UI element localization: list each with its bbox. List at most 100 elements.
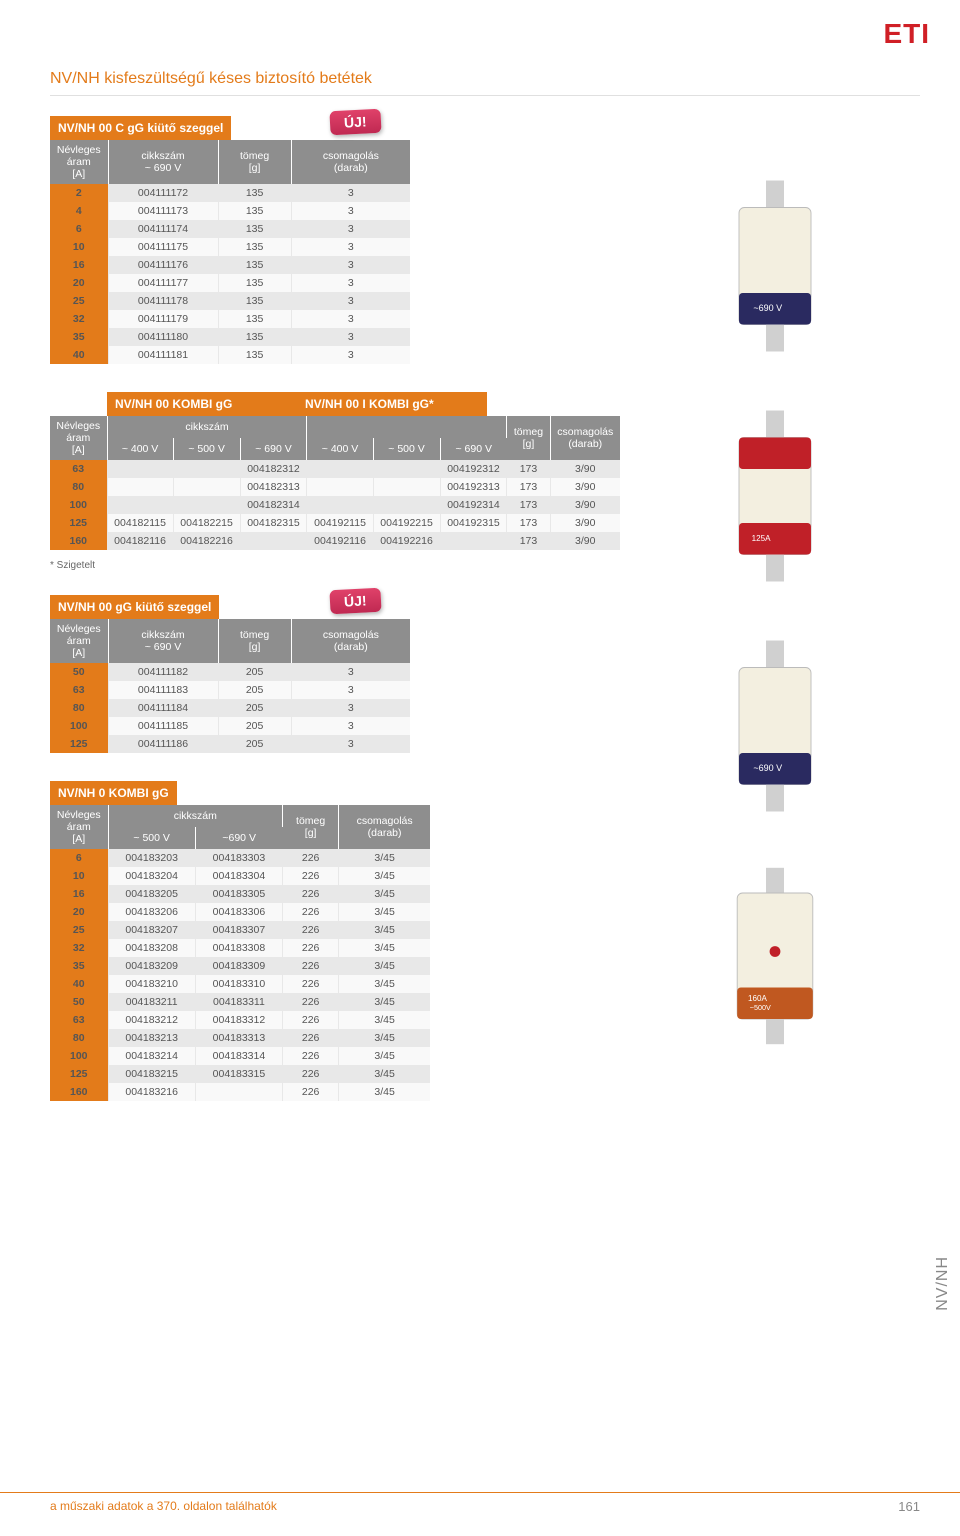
table-cell: 10 xyxy=(50,867,108,885)
table-cell: 80 xyxy=(50,478,107,496)
table-cell: 004183309 xyxy=(195,957,282,975)
table-cell: 004192313 xyxy=(440,478,507,496)
table-row: 800041832130041833132263/45 xyxy=(50,1029,430,1047)
table-cell xyxy=(373,496,440,514)
table-cell: 004182216 xyxy=(173,532,240,550)
table-row: 1000041111852053 xyxy=(50,717,410,735)
table-cell: 40 xyxy=(50,975,108,993)
table-cell: 226 xyxy=(283,993,339,1011)
table1: Névleges áram[A] cikkszám~ 690 V tömeg[g… xyxy=(50,140,410,364)
th: tömeg xyxy=(514,426,543,438)
th: ~690 V xyxy=(195,827,282,849)
th: Névleges áram xyxy=(57,809,101,833)
table-row: 400041832100041833102263/45 xyxy=(50,975,430,993)
table-cell: 3/90 xyxy=(550,514,620,532)
table-row: 1000041832140041833142263/45 xyxy=(50,1047,430,1065)
table-cell: 3 xyxy=(291,310,410,328)
table-cell xyxy=(307,460,373,478)
table-cell: 3 xyxy=(291,663,410,681)
table-cell: 16 xyxy=(50,256,108,274)
table-cell: 3/45 xyxy=(339,1011,430,1029)
svg-text:~690 V: ~690 V xyxy=(753,763,782,773)
footnote: * Szigetelt xyxy=(50,560,620,571)
table-cell: 226 xyxy=(283,1047,339,1065)
table-row: 500041111822053 xyxy=(50,663,410,681)
table-cell: 3/45 xyxy=(339,1029,430,1047)
table-cell: 004183304 xyxy=(195,867,282,885)
table-cell: 226 xyxy=(283,885,339,903)
table-row: 160041832050041833052263/45 xyxy=(50,885,430,903)
table-cell: 25 xyxy=(50,292,108,310)
table-cell: 205 xyxy=(218,717,291,735)
table-cell: 125 xyxy=(50,1065,108,1083)
table-cell: 160 xyxy=(50,1083,108,1101)
table-row: 100041832040041833042263/45 xyxy=(50,867,430,885)
table-cell: 004111173 xyxy=(108,202,218,220)
table-cell: 205 xyxy=(218,681,291,699)
table-cell: 135 xyxy=(218,328,291,346)
table-cell: 3/45 xyxy=(339,849,430,867)
table-cell: 226 xyxy=(283,849,339,867)
table3: Névleges áram[A] cikkszám~ 690 V tömeg[g… xyxy=(50,619,410,753)
table-cell: 205 xyxy=(218,663,291,681)
table-cell: 3/45 xyxy=(339,867,430,885)
table-cell: 226 xyxy=(283,921,339,939)
table-cell: 226 xyxy=(283,957,339,975)
table-cell: 004183215 xyxy=(108,1065,195,1083)
th: ~ 690 V xyxy=(440,438,507,460)
table-cell: 226 xyxy=(283,975,339,993)
table-cell: 004183203 xyxy=(108,849,195,867)
table-cell: 004183308 xyxy=(195,939,282,957)
table-cell: 004111183 xyxy=(108,681,218,699)
table-cell xyxy=(307,496,373,514)
table-cell xyxy=(440,532,507,550)
table2-wrap: NV/NH 00 KOMBI gG NV/NH 00 I KOMBI gG* N… xyxy=(50,392,620,550)
table-cell: 226 xyxy=(283,1083,339,1101)
table-cell: 3/45 xyxy=(339,1065,430,1083)
table-cell: 004183208 xyxy=(108,939,195,957)
table-cell: 80 xyxy=(50,699,108,717)
th: tömeg xyxy=(240,150,269,162)
table-cell: 50 xyxy=(50,663,108,681)
table-cell: 205 xyxy=(218,699,291,717)
table-cell: 004192116 xyxy=(307,532,373,550)
new-badge: ÚJ! xyxy=(329,109,381,136)
table1-title: NV/NH 00 C gG kiütő szeggel xyxy=(50,116,231,140)
table-row: 800041823130041923131733/90 xyxy=(50,478,620,496)
table-cell xyxy=(195,1083,282,1101)
table-cell: 3 xyxy=(291,274,410,292)
table-cell: 004183307 xyxy=(195,921,282,939)
table-cell: 135 xyxy=(218,238,291,256)
product-image-3: ~690 V xyxy=(695,636,855,816)
table-row: 1000041823140041923141733/90 xyxy=(50,496,620,514)
table-cell: 004183305 xyxy=(195,885,282,903)
table-cell: 226 xyxy=(283,1029,339,1047)
table-row: 20041111721353 xyxy=(50,184,410,202)
table-cell xyxy=(173,478,240,496)
table-cell: 10 xyxy=(50,238,108,256)
table-cell: 004111177 xyxy=(108,274,218,292)
table-cell: 004111172 xyxy=(108,184,218,202)
table-cell: 63 xyxy=(50,460,107,478)
svg-text:~500V: ~500V xyxy=(750,1003,771,1012)
table-cell: 004111176 xyxy=(108,256,218,274)
table3-title: NV/NH 00 gG kiütő szeggel xyxy=(50,595,219,619)
table-cell: 226 xyxy=(283,939,339,957)
table-row: 1250041821150041822150041823150041921150… xyxy=(50,514,620,532)
table-cell: 35 xyxy=(50,328,108,346)
table-cell: 004183207 xyxy=(108,921,195,939)
table-row: 320041832080041833082263/45 xyxy=(50,939,430,957)
table4: Névleges áram[A] cikkszám tömeg[g] csoma… xyxy=(50,805,430,1101)
table-cell: 004111182 xyxy=(108,663,218,681)
brand-logo: ETI xyxy=(883,18,930,50)
table-cell: 3/45 xyxy=(339,993,430,1011)
table-cell: 004183209 xyxy=(108,957,195,975)
table-row: 250041111781353 xyxy=(50,292,410,310)
table-cell: 004182312 xyxy=(240,460,307,478)
table-cell xyxy=(173,460,240,478)
table-cell: 100 xyxy=(50,1047,108,1065)
table-cell: 135 xyxy=(218,310,291,328)
table-cell: 32 xyxy=(50,939,108,957)
table-cell: 135 xyxy=(218,274,291,292)
table-cell: 004182313 xyxy=(240,478,307,496)
